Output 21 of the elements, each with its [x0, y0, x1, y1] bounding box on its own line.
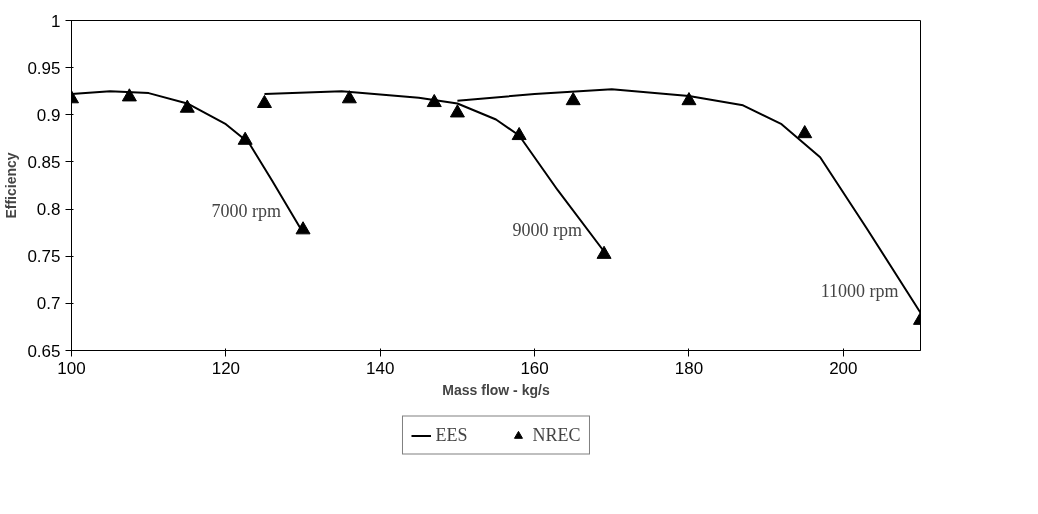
x-tick-label: 140 [366, 358, 395, 378]
x-tick-label: 160 [520, 358, 549, 378]
x-tick-label: 100 [57, 358, 86, 378]
y-tick-label: 0.95 [27, 58, 61, 78]
x-tick-label: 120 [211, 358, 241, 378]
legend-label: NREC [532, 424, 581, 446]
y-tick-label: 0.9 [36, 105, 61, 125]
y-axis-title: Efficiency [3, 152, 20, 219]
annotation: 7000 rpm [211, 200, 282, 221]
annotation: 11000 rpm [820, 280, 899, 301]
y-tick-label: 0.8 [36, 200, 61, 220]
x-tick-label: 180 [674, 358, 704, 378]
y-tick-label: 0.7 [36, 294, 61, 314]
legend-label: EES [435, 424, 468, 446]
y-tick-label: 1 [51, 11, 61, 31]
y-tick-label: 0.65 [27, 341, 61, 361]
y-tick-label: 0.85 [27, 152, 61, 172]
y-tick-label: 0.75 [27, 247, 61, 267]
x-axis-title: Mass flow - kg/s [442, 381, 550, 398]
annotation: 9000 rpm [512, 219, 583, 240]
x-tick-label: 200 [829, 358, 858, 378]
